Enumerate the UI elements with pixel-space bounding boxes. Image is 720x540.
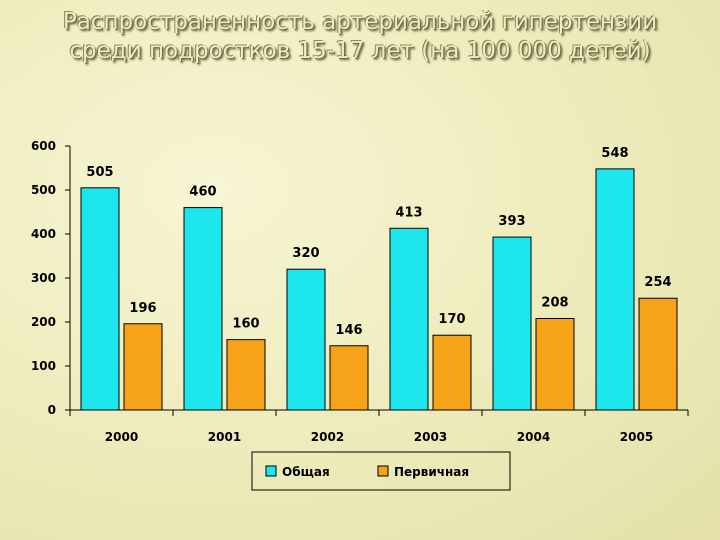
chart-legend: Общая Первичная — [251, 451, 511, 491]
data-label: 254 — [644, 275, 671, 290]
legend-swatch — [377, 465, 389, 477]
bar-primary — [329, 345, 369, 411]
data-label: 548 — [601, 146, 628, 161]
bar-primary — [535, 317, 575, 411]
data-label: 146 — [335, 323, 362, 338]
data-label: 208 — [541, 295, 568, 310]
data-label: 393 — [498, 214, 525, 229]
bar-primary — [432, 334, 472, 411]
y-tick-label: 100 — [31, 359, 56, 373]
data-label: 160 — [232, 317, 259, 332]
data-label: 196 — [129, 301, 156, 316]
x-tick-label: 2001 — [208, 430, 241, 444]
bar-total — [183, 207, 223, 411]
data-label: 320 — [292, 246, 319, 261]
chart-axes: 0 100 200 300 400 500 600 2000 2001 2002 2003 2004 2… — [31, 139, 689, 444]
x-tick-label: 2003 — [414, 430, 447, 444]
y-tick-label: 200 — [31, 315, 56, 329]
chart-title: Распространенность артериальной гипертен… — [62, 9, 658, 64]
chart-data-labels: 505 460 320 413 393 548 196 160 146 170 208 254 — [86, 146, 671, 338]
bar-primary — [226, 339, 266, 411]
bar-total — [492, 236, 532, 411]
x-tick-label: 2005 — [620, 430, 653, 444]
x-tick-label: 2002 — [311, 430, 344, 444]
bar-primary — [123, 323, 163, 411]
bar-total — [595, 168, 635, 411]
x-tick-label: 2000 — [105, 430, 138, 444]
bar-primary — [638, 297, 678, 411]
data-label: 505 — [86, 165, 113, 180]
y-tick-label: 500 — [31, 183, 56, 197]
chart-bars — [80, 168, 678, 411]
y-tick-label: 300 — [31, 271, 56, 285]
bar-total — [389, 227, 429, 411]
legend-label: Первичная — [394, 465, 469, 479]
bar-total — [286, 268, 326, 411]
data-label: 170 — [438, 312, 465, 327]
legend-label: Общая — [282, 465, 330, 479]
y-tick-label: 0 — [48, 403, 56, 417]
y-tick-label: 400 — [31, 227, 56, 241]
legend-box — [251, 451, 511, 491]
legend-swatch — [265, 465, 277, 477]
data-label: 460 — [189, 185, 216, 200]
bar-total — [80, 187, 120, 411]
y-tick-label: 600 — [31, 139, 56, 153]
data-label: 413 — [395, 205, 422, 220]
x-tick-label: 2004 — [517, 430, 550, 444]
